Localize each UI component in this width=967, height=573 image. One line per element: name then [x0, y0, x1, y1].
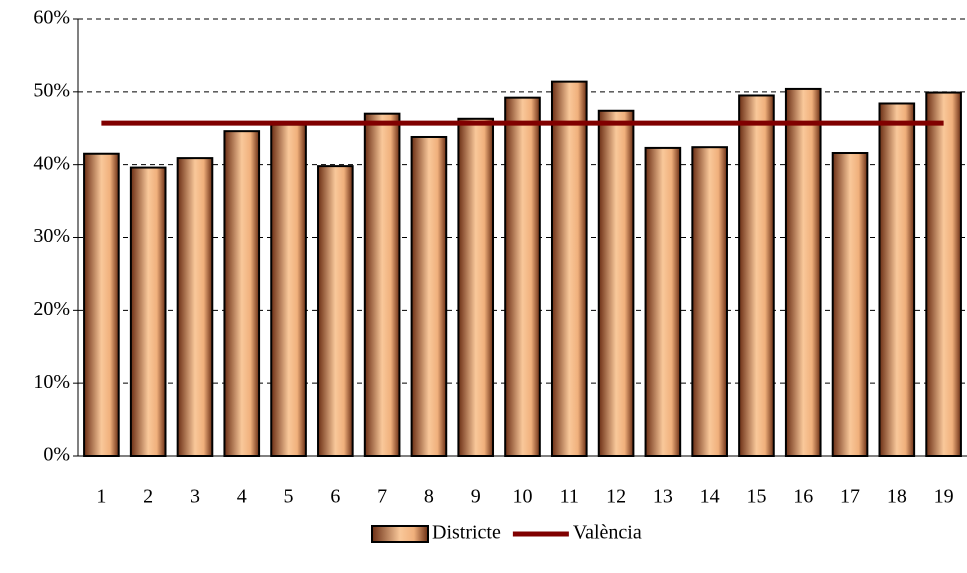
bar: [831, 152, 869, 457]
x-tick-label: 18: [887, 486, 907, 508]
x-tick-label: 16: [793, 486, 813, 508]
bar: [363, 112, 401, 458]
x-tick-label: 12: [606, 486, 626, 508]
bar: [644, 146, 682, 457]
x-tick-label: 15: [746, 486, 766, 508]
x-tick-label: 3: [190, 486, 200, 508]
x-tick-label: 2: [143, 486, 153, 508]
bar: [223, 130, 261, 457]
legend-label: Districte: [432, 522, 501, 544]
y-tick-label: 20%: [33, 298, 70, 320]
x-tick-label: 19: [934, 486, 954, 508]
bar: [410, 135, 448, 458]
bar: [504, 96, 541, 457]
legend-swatch: [371, 525, 429, 543]
bar: [550, 80, 588, 458]
x-tick-label: 10: [513, 486, 533, 508]
y-tick-label: 40%: [33, 152, 70, 174]
bar: [597, 109, 635, 458]
bar: [925, 91, 962, 457]
bar: [738, 94, 775, 457]
x-tick-label: 5: [284, 486, 294, 508]
bar: [176, 157, 214, 457]
legend-label: València: [573, 522, 642, 544]
x-tick-label: 14: [700, 486, 720, 508]
x-tick-label: 17: [840, 486, 860, 508]
bar: [457, 117, 495, 457]
y-tick-label: 10%: [33, 371, 70, 393]
bar: [270, 123, 307, 457]
bar: [129, 166, 167, 458]
x-tick-label: 13: [653, 486, 673, 508]
bar: [784, 87, 822, 457]
x-tick-label: 7: [377, 486, 387, 508]
bar: [878, 102, 916, 457]
x-tick-label: 1: [96, 486, 106, 508]
y-tick-label: 60%: [33, 7, 70, 29]
x-tick-label: 11: [560, 486, 579, 508]
x-tick-label: 9: [471, 486, 481, 508]
x-tick-label: 8: [424, 486, 434, 508]
x-tick-label: 6: [330, 486, 340, 508]
bar: [317, 165, 354, 458]
x-tick-label: 4: [237, 486, 247, 508]
y-tick-label: 0%: [43, 444, 70, 466]
bar: [83, 152, 120, 457]
y-tick-label: 50%: [33, 79, 70, 101]
bar: [691, 146, 728, 457]
y-tick-label: 30%: [33, 225, 70, 247]
